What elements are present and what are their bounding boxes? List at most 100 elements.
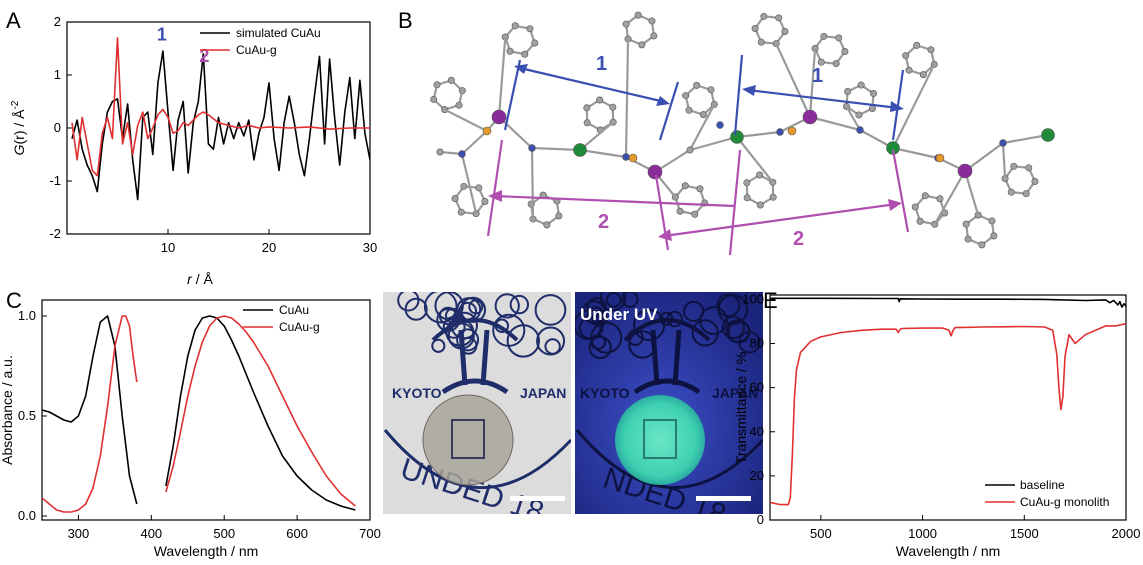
atom (937, 196, 943, 202)
atom (677, 208, 683, 214)
gel-disc-right-glowing (615, 395, 705, 485)
y-tick-label: 1 (54, 67, 61, 82)
y-tick-label: 0.5 (18, 408, 36, 423)
bond (737, 137, 773, 182)
x-tick-label: 700 (359, 526, 381, 541)
atom (1026, 165, 1032, 171)
y-axis-label-a-italic: G (11, 144, 27, 155)
legend-label-cuau: CuAu (279, 303, 309, 317)
photo-left-text-top: KYOTO (392, 385, 442, 401)
y-axis-label-c: Absorbance / a.u. (0, 355, 15, 465)
bond (499, 37, 505, 117)
atom (430, 96, 436, 102)
atom (857, 127, 864, 134)
x-tick-label: 20 (262, 240, 276, 255)
distance-label-1b: 1 (812, 65, 823, 87)
lines-e (770, 298, 1126, 504)
atom (623, 154, 630, 161)
atom (1011, 163, 1017, 169)
atom (991, 233, 997, 239)
x-tick-label: 1500 (1010, 526, 1039, 541)
distance-label-1a: 1 (596, 53, 607, 75)
series-line-cuau-g (166, 316, 356, 506)
x-tick-label: 300 (68, 526, 90, 541)
x-tick-label: 10 (161, 240, 175, 255)
legend-label-monolith: CuAu-g monolith (1020, 495, 1109, 509)
marker-2a-left (488, 140, 502, 236)
atom (456, 102, 462, 108)
atom (833, 60, 839, 66)
atom (757, 202, 763, 208)
lines-c (42, 316, 355, 512)
y-tick-label: 0 (757, 512, 764, 527)
atom (574, 144, 587, 157)
x-tick-label: 1000 (908, 526, 937, 541)
atom (434, 82, 440, 88)
y-axis-label-e: Transmittance / % (733, 352, 749, 464)
y-tick-label: -2 (49, 226, 61, 241)
y-tick-label: 0.0 (18, 508, 36, 523)
atom (623, 21, 629, 27)
atom (649, 18, 655, 24)
plot-frame-e (770, 295, 1126, 520)
atom (777, 129, 784, 136)
bond (776, 44, 810, 117)
atom (912, 204, 918, 210)
marker-1a-right (660, 82, 678, 140)
series-line-cuau-g (72, 38, 370, 176)
arrowhead-1a-left (514, 64, 528, 74)
scale-bar-right (696, 496, 751, 501)
photo-left-text-top2: JAPAN (520, 385, 566, 401)
y-tick-label: 80 (750, 336, 764, 351)
atom (610, 104, 616, 110)
atom (697, 186, 703, 192)
bond (626, 39, 628, 157)
atom (1023, 190, 1029, 196)
legend-label-baseline: baseline (1020, 478, 1065, 492)
y-tick-label: 0 (54, 120, 61, 135)
marker-1b-left (735, 55, 742, 135)
atom (448, 77, 454, 83)
bond (1003, 135, 1048, 143)
y-axis-label-a: G(r) / Å-2 (10, 100, 27, 155)
bond (893, 148, 938, 158)
atom (922, 193, 928, 199)
atom (917, 218, 923, 224)
atom (682, 92, 688, 98)
atom (437, 149, 443, 155)
atom (920, 71, 926, 77)
bond (580, 150, 626, 157)
atom (821, 33, 827, 39)
atom (856, 112, 862, 118)
atom (744, 195, 750, 201)
legend-c: CuAu CuAu-g (243, 303, 320, 334)
atom (1008, 189, 1014, 195)
y-axis-label-a-rest: (r) / Å (11, 109, 27, 145)
photo-visible-light: KYOTO JAPAN UNDED 18 (383, 290, 571, 529)
atom (584, 120, 590, 126)
atom (527, 26, 533, 32)
atom (770, 194, 776, 200)
panel-b: B 1 1 2 2 (398, 8, 1055, 255)
x-tick-label: 30 (363, 240, 377, 255)
legend-label-cuau-g: CuAu-g (236, 43, 277, 57)
series-line-cuau-g-monolith (770, 324, 1126, 505)
atom (459, 151, 466, 158)
atom (758, 39, 764, 45)
atom (858, 82, 864, 88)
marker-2b-right (893, 150, 908, 232)
gel-disc-left (423, 395, 513, 485)
atom (522, 51, 528, 57)
atom (744, 180, 750, 186)
atom (512, 23, 518, 29)
scale-bar-left (510, 496, 565, 501)
y-tick-label: 60 (750, 380, 764, 395)
series-line-simulated-cuau (72, 51, 370, 200)
panel-label-b: B (398, 8, 413, 33)
atom (906, 67, 912, 73)
atom (1032, 178, 1038, 184)
atom (928, 47, 934, 53)
